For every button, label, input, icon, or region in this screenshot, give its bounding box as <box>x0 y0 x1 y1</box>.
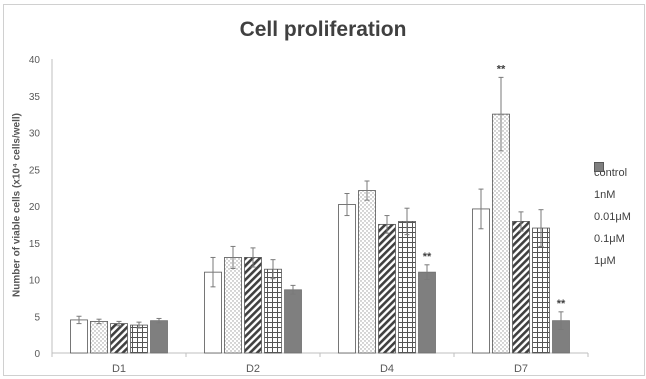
bar-d4-0 <box>338 204 356 354</box>
bar-d2-4 <box>284 289 302 354</box>
bar-d7-2 <box>512 221 530 354</box>
bar-d4-1 <box>358 190 376 354</box>
bar-d1-4 <box>150 320 168 354</box>
y-tick-label: 40 <box>29 55 41 66</box>
x-tick-label: D7 <box>514 363 528 375</box>
bar-d4-2 <box>378 223 396 354</box>
significance-label: ** <box>497 63 506 75</box>
bar-d1-0 <box>70 319 88 354</box>
y-tick-label: 15 <box>29 239 41 250</box>
bar-d4-4 <box>418 271 436 354</box>
legend-swatch <box>594 162 604 172</box>
bar-d4-3 <box>398 221 416 354</box>
y-axis-label: Number of viable cells (x10⁴ cells/well) <box>11 113 23 297</box>
legend-item: 0.1μM <box>594 162 646 250</box>
y-tick-label: 0 <box>34 349 40 360</box>
y-axis-label-wrap: Number of viable cells (x10⁴ cells/well) <box>4 60 30 350</box>
axes: 0 5 10 15 20 25 30 35 40 D1 D2 D4 D7 <box>29 55 589 375</box>
bar-d1-1 <box>90 320 108 354</box>
legend-label: 0.1μM <box>594 233 625 245</box>
legend-item: 1μM <box>594 162 646 272</box>
y-tick-label: 35 <box>29 92 41 103</box>
x-tick-label: D4 <box>380 363 394 375</box>
legend-item: 0.01μM <box>594 162 646 228</box>
bar-d7-0 <box>472 208 490 354</box>
bar-d1-2 <box>110 323 128 354</box>
y-tick-label: 10 <box>29 276 41 287</box>
x-tick-label: D1 <box>112 363 126 375</box>
bar-d2-2 <box>244 257 262 354</box>
bar-d2-3 <box>264 268 282 354</box>
bar-d1-3 <box>130 324 148 354</box>
bars: ** ** ** <box>70 63 570 354</box>
x-tick-label: D2 <box>246 363 260 375</box>
chart-title: Cell proliferation <box>239 18 407 41</box>
significance-label: ** <box>423 251 432 263</box>
bar-d2-1 <box>224 257 242 354</box>
legend-label: 0.01μM <box>594 211 631 223</box>
y-tick-label: 30 <box>29 129 41 140</box>
significance-label: ** <box>557 298 566 310</box>
legend-label: 1μM <box>594 255 616 267</box>
legend: control 1nM 0.01μM 0.1μM 1μM <box>594 162 646 272</box>
legend-item: 1nM <box>594 162 646 206</box>
y-tick-label: 25 <box>29 165 41 176</box>
y-tick-label: 5 <box>34 312 40 323</box>
legend-label: 1nM <box>594 189 616 201</box>
y-tick-label: 20 <box>29 202 41 213</box>
